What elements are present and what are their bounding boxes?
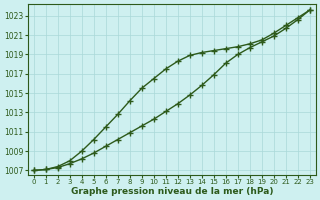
X-axis label: Graphe pression niveau de la mer (hPa): Graphe pression niveau de la mer (hPa): [70, 187, 273, 196]
